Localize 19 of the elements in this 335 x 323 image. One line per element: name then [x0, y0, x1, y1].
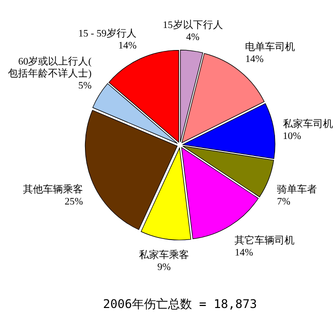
- slice-label: 电单车司机: [245, 40, 296, 53]
- data-label: 14%: [245, 54, 264, 65]
- slice-label: 15 - 59岁行人: [78, 28, 137, 40]
- slice-label: 其他车辆乘客: [23, 184, 84, 196]
- slice-label: 60岁或以上行人(包括年龄不详人士): [8, 55, 92, 80]
- data-label: 14%: [118, 40, 137, 52]
- data-label: 25%: [64, 196, 84, 208]
- slice-label: 其它车辆司机: [234, 234, 295, 246]
- data-label: 7%: [276, 196, 290, 208]
- data-label: 4%: [186, 32, 200, 43]
- data-label: 10%: [282, 131, 302, 142]
- slice-label: 15岁以下行人: [162, 18, 223, 31]
- data-label: 5%: [78, 80, 92, 92]
- slice-label: 私家车乘客: [139, 248, 190, 261]
- data-label: 14%: [234, 247, 254, 258]
- data-label: 9%: [157, 262, 171, 273]
- slice-label: 骑单车者: [276, 184, 317, 196]
- slice-label: 私家车司机: [282, 118, 333, 130]
- text: 2006年伤亡总数 = 18,873: [103, 297, 257, 311]
